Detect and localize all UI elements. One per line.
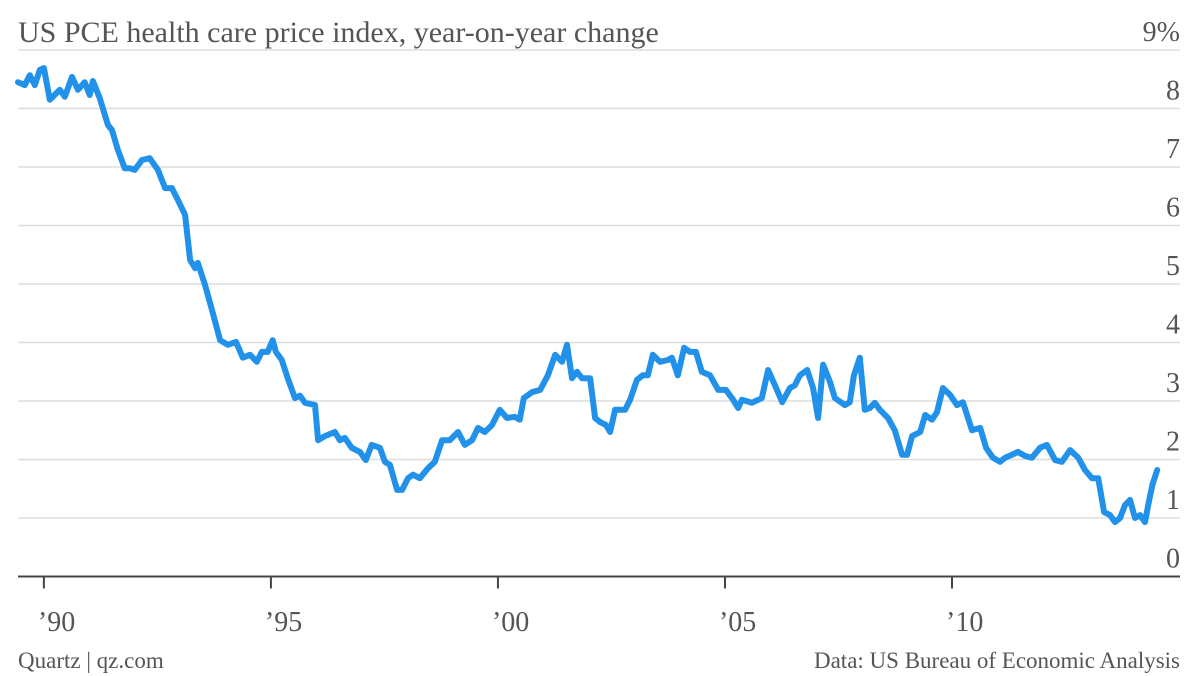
x-tick-label: ’10	[946, 607, 983, 638]
x-tick-label: ’90	[38, 607, 75, 638]
source: Data: US Bureau of Economic Analysis	[814, 648, 1180, 673]
y-tick-label: 7	[1166, 134, 1180, 165]
credit: Quartz | qz.com	[18, 648, 164, 673]
x-tick-label: ’95	[265, 607, 302, 638]
x-tick-label: ’00	[492, 607, 529, 638]
y-tick-label: 2	[1166, 427, 1180, 458]
data-line	[15, 65, 1161, 526]
y-tick-label: 6	[1166, 193, 1180, 224]
y-tick-label: 8	[1166, 76, 1180, 107]
y-tick-label: 0	[1166, 544, 1180, 575]
chart-title: US PCE health care price index, year-on-…	[18, 16, 659, 49]
y-tick-label: 5	[1166, 251, 1180, 282]
x-tick-label: ’05	[719, 607, 756, 638]
y-tick-label: 1	[1166, 485, 1180, 516]
y-tick-label: 4	[1166, 310, 1180, 341]
y-tick-label: 9%	[1143, 17, 1180, 48]
y-tick-label: 3	[1166, 368, 1180, 399]
